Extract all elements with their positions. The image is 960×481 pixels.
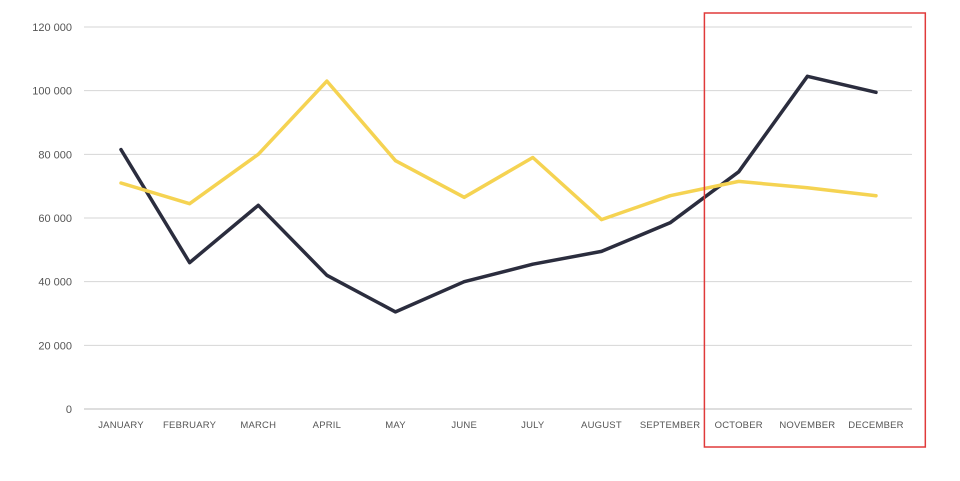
y-tick-label: 100 000 (32, 86, 72, 98)
series-line-1 (119, 74, 878, 314)
series-1-point (668, 221, 672, 225)
x-tick-label: SEPTEMBER (640, 420, 700, 431)
series-2-point (737, 179, 741, 183)
series-1-point (805, 74, 809, 78)
series-2-point (462, 195, 466, 199)
x-tick-label: NOVEMBER (779, 420, 835, 431)
x-tick-label: MARCH (240, 420, 276, 431)
series-1-point (599, 249, 603, 253)
series-2-point (119, 181, 123, 185)
highlight-region (703, 12, 927, 448)
series-lines (119, 74, 878, 314)
series-1-point (874, 90, 878, 94)
series-2-point (668, 194, 672, 198)
series-2-point (188, 202, 192, 206)
series-1-point (188, 261, 192, 265)
series-line-2 (119, 79, 878, 222)
series-2-point (256, 152, 260, 156)
series-1-point (119, 148, 123, 152)
y-axis-tick-labels: 0 20 000 40 000 60 000 80 000 100 000 120 000 (32, 22, 72, 416)
series-2-point (394, 159, 398, 163)
series-1-point (256, 203, 260, 207)
series-2-point (805, 186, 809, 190)
x-tick-label: AUGUST (581, 420, 622, 431)
x-tick-label: JANUARY (98, 420, 144, 431)
x-tick-label: JUNE (451, 420, 477, 431)
x-tick-label: FEBRUARY (163, 420, 217, 431)
y-tick-label: 120 000 (32, 22, 72, 34)
x-tick-label: DECEMBER (848, 420, 903, 431)
highlight-box (703, 12, 927, 448)
series-1-point (531, 262, 535, 266)
series-1-point (737, 170, 741, 174)
x-tick-label: MAY (385, 420, 406, 431)
x-tick-label: OCTOBER (715, 420, 763, 431)
y-tick-label: 80 000 (38, 149, 72, 161)
grid-lines (84, 26, 912, 410)
series-2-point (874, 194, 878, 198)
y-tick-label: 0 (66, 404, 72, 416)
x-axis-tick-labels: JANUARY FEBRUARY MARCH APRIL MAY JUNE JULY AUGU… (98, 420, 903, 431)
y-tick-label: 40 000 (38, 277, 72, 289)
y-tick-label: 60 000 (38, 213, 72, 225)
series-2-point (531, 156, 535, 160)
series-2-point (325, 79, 329, 83)
series-2-point (599, 218, 603, 222)
y-tick-label: 20 000 (38, 340, 72, 352)
x-tick-label: APRIL (313, 420, 341, 431)
series-1-point (325, 273, 329, 277)
x-tick-label: JULY (521, 420, 545, 431)
series-1-point (462, 280, 466, 284)
series-1-point (394, 310, 398, 314)
